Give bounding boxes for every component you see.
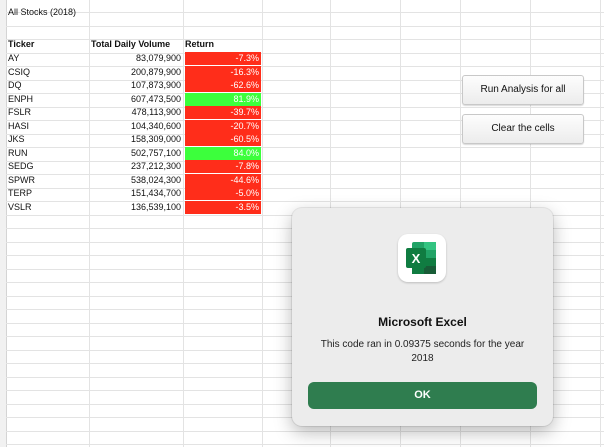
clear-cells-button[interactable]: Clear the cells	[462, 114, 584, 144]
ticker-cell[interactable]: SPWR	[8, 174, 35, 185]
return-cell[interactable]: -20.7%	[185, 119, 261, 133]
grid-row-line	[6, 14, 604, 27]
volume-cell[interactable]: 607,473,500	[130, 93, 181, 104]
volume-cell[interactable]: 200,879,900	[130, 66, 181, 77]
grid-row-line	[6, 135, 604, 148]
grid-row-line	[6, 81, 604, 94]
volume-cell[interactable]: 107,873,900	[130, 80, 181, 90]
return-cell[interactable]: -7.3%	[185, 52, 261, 65]
volume-cell[interactable]: 83,079,900	[135, 53, 181, 63]
volume-cell[interactable]: 237,212,300	[130, 161, 181, 171]
return-cell[interactable]: -60.5%	[185, 133, 261, 146]
grid-row-line	[6, 122, 604, 135]
ticker-cell[interactable]: AY	[8, 53, 20, 63]
grid-row-line	[6, 95, 604, 108]
return-cell[interactable]: -62.6%	[185, 79, 261, 92]
grid-col-line	[600, 0, 601, 447]
grid-row-line	[6, 54, 604, 67]
ticker-cell[interactable]: VSLR	[8, 201, 32, 212]
grid-row-line	[6, 68, 604, 81]
grid-row-line	[6, 432, 604, 445]
dialog-title: Microsoft Excel	[378, 315, 467, 329]
row-header-strip	[0, 0, 7, 447]
grid-row-line	[6, 0, 604, 13]
grid-row-line	[6, 108, 604, 121]
grid-row-line	[6, 189, 604, 202]
header-return[interactable]: Return	[185, 39, 214, 49]
return-cell[interactable]: -16.3%	[185, 65, 261, 79]
ok-button[interactable]: OK	[308, 382, 537, 409]
ticker-cell[interactable]: ENPH	[8, 93, 34, 104]
ticker-cell[interactable]: JKS	[8, 134, 25, 144]
grid-col-line	[183, 0, 184, 447]
return-cell[interactable]: -44.6%	[185, 173, 261, 187]
grid-row-line	[6, 149, 604, 162]
volume-cell[interactable]: 502,757,100	[130, 147, 181, 158]
ticker-cell[interactable]: DQ	[8, 80, 22, 90]
volume-cell[interactable]: 158,309,000	[130, 134, 181, 144]
grid-row-line	[6, 176, 604, 189]
grid-col-line	[262, 0, 263, 447]
ticker-cell[interactable]: CSIQ	[8, 66, 31, 77]
dialog-message: This code ran in 0.09375 seconds for the…	[320, 339, 525, 364]
excel-icon: X	[398, 234, 446, 282]
return-cell[interactable]: -3.5%	[185, 200, 261, 214]
volume-cell[interactable]: 136,539,100	[130, 201, 181, 212]
ticker-cell[interactable]: FSLR	[8, 107, 32, 117]
ticker-cell[interactable]: RUN	[8, 147, 28, 158]
ticker-cell[interactable]: HASI	[8, 120, 30, 131]
header-volume[interactable]: Total Daily Volume	[91, 39, 171, 49]
volume-cell[interactable]: 478,113,900	[131, 107, 181, 117]
ticker-cell[interactable]: TERP	[8, 188, 33, 198]
return-cell[interactable]: -39.7%	[185, 106, 261, 119]
grid-row-line	[6, 41, 604, 54]
return-cell[interactable]: -5.0%	[185, 187, 261, 200]
sheet-title[interactable]: All Stocks (2018)	[8, 7, 77, 17]
ticker-cell[interactable]: SEDG	[8, 161, 34, 171]
grid-row-line	[6, 27, 604, 40]
volume-cell[interactable]: 538,024,300	[130, 174, 181, 185]
return-cell[interactable]: 84.0%	[185, 146, 261, 160]
grid-row-line	[6, 162, 604, 175]
alert-dialog: X Microsoft Excel This code ran in 0.093…	[292, 208, 553, 426]
header-ticker[interactable]: Ticker	[8, 39, 35, 49]
return-cell[interactable]: 81.9%	[185, 92, 261, 106]
return-cell[interactable]: -7.8%	[185, 160, 261, 173]
grid-col-line	[89, 0, 90, 447]
svg-text:X: X	[412, 251, 421, 266]
run-analysis-button[interactable]: Run Analysis for all	[462, 75, 584, 105]
grid-row-line	[6, 419, 604, 432]
volume-cell[interactable]: 151,434,700	[130, 188, 181, 198]
volume-cell[interactable]: 104,340,600	[130, 120, 181, 131]
